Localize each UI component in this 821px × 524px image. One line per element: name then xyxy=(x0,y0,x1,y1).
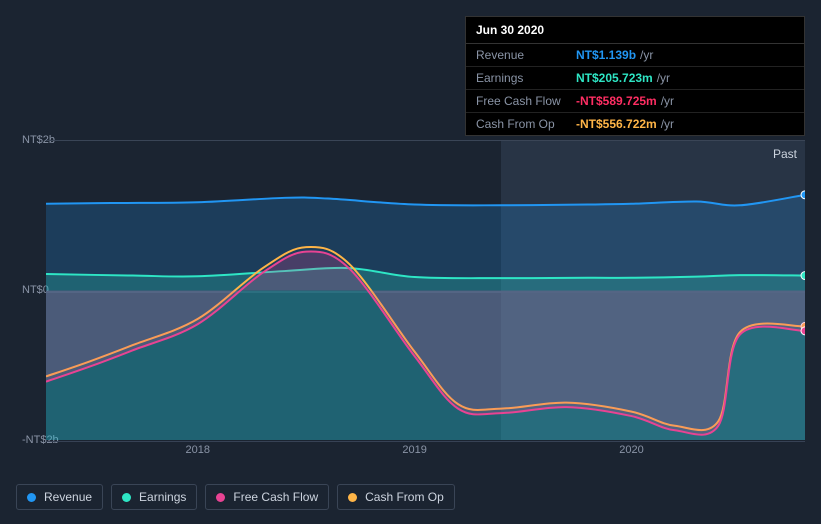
legend-dot-icon xyxy=(216,493,225,502)
tooltip-row-label: Free Cash Flow xyxy=(476,94,576,108)
legend-item-cash_from_op[interactable]: Cash From Op xyxy=(337,484,455,510)
x-axis-label: 2018 xyxy=(186,444,210,456)
legend-item-free_cash_flow[interactable]: Free Cash Flow xyxy=(205,484,329,510)
tooltip-row: RevenueNT$1.139b/yr xyxy=(466,44,804,67)
plot-area[interactable]: Past xyxy=(46,140,805,440)
tooltip-row-unit: /yr xyxy=(661,94,674,108)
tooltip-row-unit: /yr xyxy=(640,48,653,62)
chart-tooltip: Jun 30 2020 RevenueNT$1.139b/yrEarningsN… xyxy=(465,16,805,136)
series-end-dot-free_cash_flow xyxy=(801,327,805,335)
tooltip-row-label: Earnings xyxy=(476,71,576,85)
tooltip-row-value: -NT$589.725m xyxy=(576,94,657,108)
tooltip-row: EarningsNT$205.723m/yr xyxy=(466,67,804,90)
chart-svg xyxy=(46,141,805,440)
legend-label: Free Cash Flow xyxy=(233,490,318,504)
tooltip-row-label: Revenue xyxy=(476,48,576,62)
chart-legend: Revenue Earnings Free Cash Flow Cash From O… xyxy=(16,484,455,510)
gridline xyxy=(46,441,805,442)
tooltip-row-value: NT$1.139b xyxy=(576,48,636,62)
legend-label: Cash From Op xyxy=(365,490,444,504)
legend-label: Revenue xyxy=(44,490,92,504)
tooltip-row-value: NT$205.723m xyxy=(576,71,653,85)
legend-label: Earnings xyxy=(139,490,186,504)
tooltip-row-unit: /yr xyxy=(657,71,670,85)
x-axis-label: 2020 xyxy=(619,444,643,456)
legend-item-revenue[interactable]: Revenue xyxy=(16,484,103,510)
y-axis-label: NT$0 xyxy=(22,284,49,296)
legend-dot-icon xyxy=(27,493,36,502)
legend-item-earnings[interactable]: Earnings xyxy=(111,484,197,510)
tooltip-date: Jun 30 2020 xyxy=(466,17,804,44)
financials-chart: NT$2bNT$0-NT$2b Past 201820192020 xyxy=(16,122,805,470)
series-end-dot-revenue xyxy=(801,191,805,199)
tooltip-row: Free Cash Flow-NT$589.725m/yr xyxy=(466,90,804,113)
legend-dot-icon xyxy=(348,493,357,502)
x-axis-label: 2019 xyxy=(402,444,426,456)
series-end-dot-earnings xyxy=(801,272,805,280)
legend-dot-icon xyxy=(122,493,131,502)
